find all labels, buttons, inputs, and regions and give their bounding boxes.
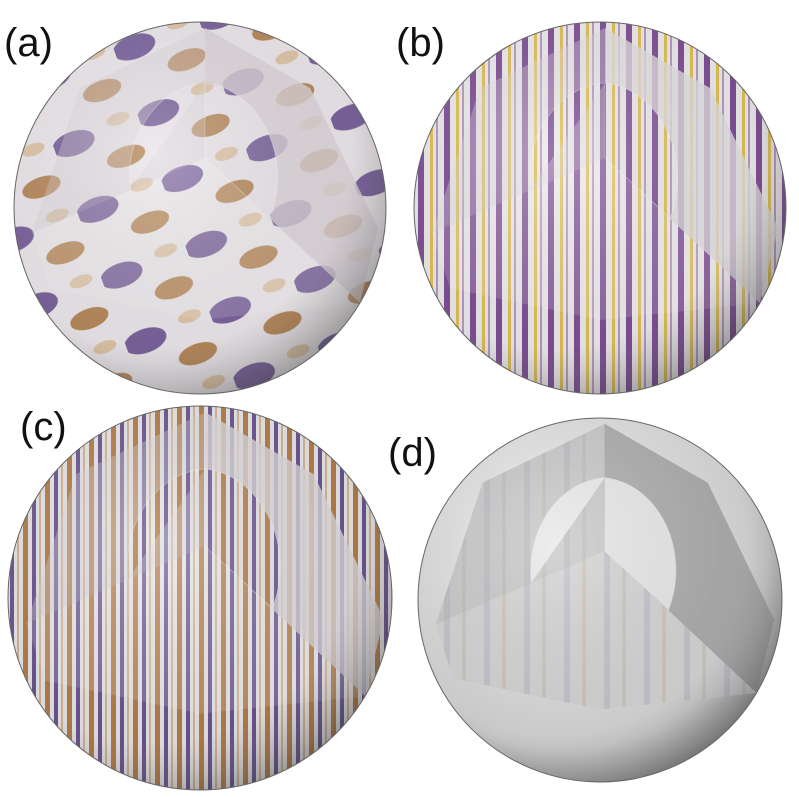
sphere-shading <box>7 405 393 791</box>
sphere-shading <box>413 21 787 395</box>
panel-label: (a) <box>4 21 53 65</box>
sphere-shading <box>417 417 783 783</box>
panel: (a) <box>4 21 387 395</box>
sphere-shading <box>13 21 387 395</box>
panel: (c) <box>7 405 393 791</box>
panel: (d) <box>388 417 783 783</box>
panel-label: (c) <box>20 405 67 449</box>
panel-label: (d) <box>388 431 437 475</box>
panel: (b) <box>396 21 787 395</box>
panel-label: (b) <box>396 21 445 65</box>
